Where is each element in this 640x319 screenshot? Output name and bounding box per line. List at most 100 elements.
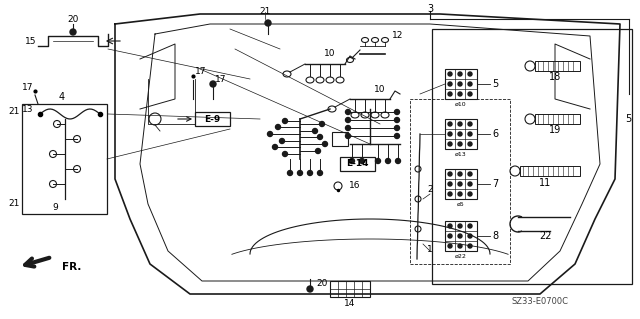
Circle shape	[448, 224, 452, 228]
Text: 18: 18	[549, 72, 561, 82]
Text: 7: 7	[492, 179, 498, 189]
Circle shape	[468, 224, 472, 228]
Bar	[340, 157, 375, 171]
Circle shape	[394, 133, 399, 138]
Text: 17: 17	[215, 75, 227, 84]
Text: 21: 21	[8, 199, 20, 209]
Bar	[535, 61, 580, 71]
Circle shape	[282, 118, 287, 123]
Bar	[535, 114, 580, 124]
Text: 9: 9	[52, 203, 58, 211]
Text: 5: 5	[492, 79, 498, 89]
Text: 13: 13	[22, 105, 33, 114]
Text: 17: 17	[22, 83, 33, 92]
Circle shape	[468, 234, 472, 238]
Circle shape	[448, 192, 452, 196]
Text: 20: 20	[67, 14, 79, 24]
Circle shape	[458, 182, 462, 186]
Text: ø13: ø13	[455, 152, 467, 157]
Circle shape	[468, 192, 472, 196]
Circle shape	[458, 142, 462, 146]
Text: ø22: ø22	[455, 254, 467, 258]
Circle shape	[468, 92, 472, 96]
Circle shape	[317, 170, 323, 175]
Circle shape	[265, 20, 271, 26]
Circle shape	[319, 122, 324, 127]
Circle shape	[468, 82, 472, 86]
Circle shape	[307, 286, 313, 292]
Bar	[445, 119, 477, 149]
Circle shape	[468, 244, 472, 248]
Bar	[332, 132, 348, 146]
Text: E-14: E-14	[346, 160, 368, 168]
Circle shape	[448, 132, 452, 136]
Circle shape	[468, 182, 472, 186]
Circle shape	[70, 29, 76, 35]
Circle shape	[458, 244, 462, 248]
Circle shape	[346, 117, 351, 122]
Circle shape	[448, 142, 452, 146]
Text: 21: 21	[259, 6, 271, 16]
Circle shape	[210, 81, 216, 87]
Text: 3: 3	[427, 4, 433, 14]
Circle shape	[273, 145, 278, 150]
Text: E-9: E-9	[204, 115, 220, 123]
Text: SZ33-E0700C: SZ33-E0700C	[511, 296, 568, 306]
Circle shape	[448, 72, 452, 76]
Circle shape	[316, 149, 321, 153]
Text: 20: 20	[316, 279, 328, 288]
Text: 19: 19	[549, 125, 561, 135]
Circle shape	[458, 122, 462, 126]
Circle shape	[458, 132, 462, 136]
Bar	[432, 29, 632, 284]
Text: 10: 10	[374, 85, 386, 93]
Bar	[22, 104, 107, 214]
Text: ø10: ø10	[455, 101, 467, 107]
Circle shape	[323, 142, 328, 146]
Text: 1: 1	[427, 244, 433, 254]
Circle shape	[346, 109, 351, 115]
Circle shape	[458, 82, 462, 86]
Text: 22: 22	[539, 231, 551, 241]
Circle shape	[448, 244, 452, 248]
Text: 6: 6	[492, 129, 498, 139]
Circle shape	[468, 132, 472, 136]
Text: 11: 11	[539, 178, 551, 188]
Text: 5: 5	[625, 114, 631, 124]
Circle shape	[385, 159, 390, 164]
Circle shape	[298, 170, 303, 175]
Circle shape	[346, 125, 351, 130]
Circle shape	[394, 109, 399, 115]
Circle shape	[468, 142, 472, 146]
Circle shape	[468, 172, 472, 176]
Circle shape	[360, 159, 365, 164]
Circle shape	[448, 234, 452, 238]
Text: 15: 15	[24, 36, 36, 46]
Circle shape	[458, 72, 462, 76]
Circle shape	[275, 124, 280, 130]
Text: 8: 8	[492, 231, 498, 241]
Circle shape	[448, 182, 452, 186]
Bar	[445, 69, 477, 99]
Circle shape	[287, 170, 292, 175]
Circle shape	[458, 92, 462, 96]
Text: 2: 2	[427, 184, 433, 194]
Circle shape	[448, 82, 452, 86]
Text: ø5: ø5	[457, 202, 465, 206]
Circle shape	[312, 129, 317, 133]
Circle shape	[394, 125, 399, 130]
Circle shape	[448, 122, 452, 126]
Text: 10: 10	[324, 49, 336, 58]
Text: FR.: FR.	[62, 262, 81, 272]
Circle shape	[458, 192, 462, 196]
Bar	[330, 281, 370, 297]
Circle shape	[282, 152, 287, 157]
Text: 4: 4	[59, 92, 65, 102]
Circle shape	[458, 172, 462, 176]
Bar	[410, 99, 510, 264]
Text: 14: 14	[344, 299, 356, 308]
Circle shape	[448, 172, 452, 176]
Circle shape	[280, 138, 285, 144]
Circle shape	[307, 170, 312, 175]
Circle shape	[396, 159, 401, 164]
